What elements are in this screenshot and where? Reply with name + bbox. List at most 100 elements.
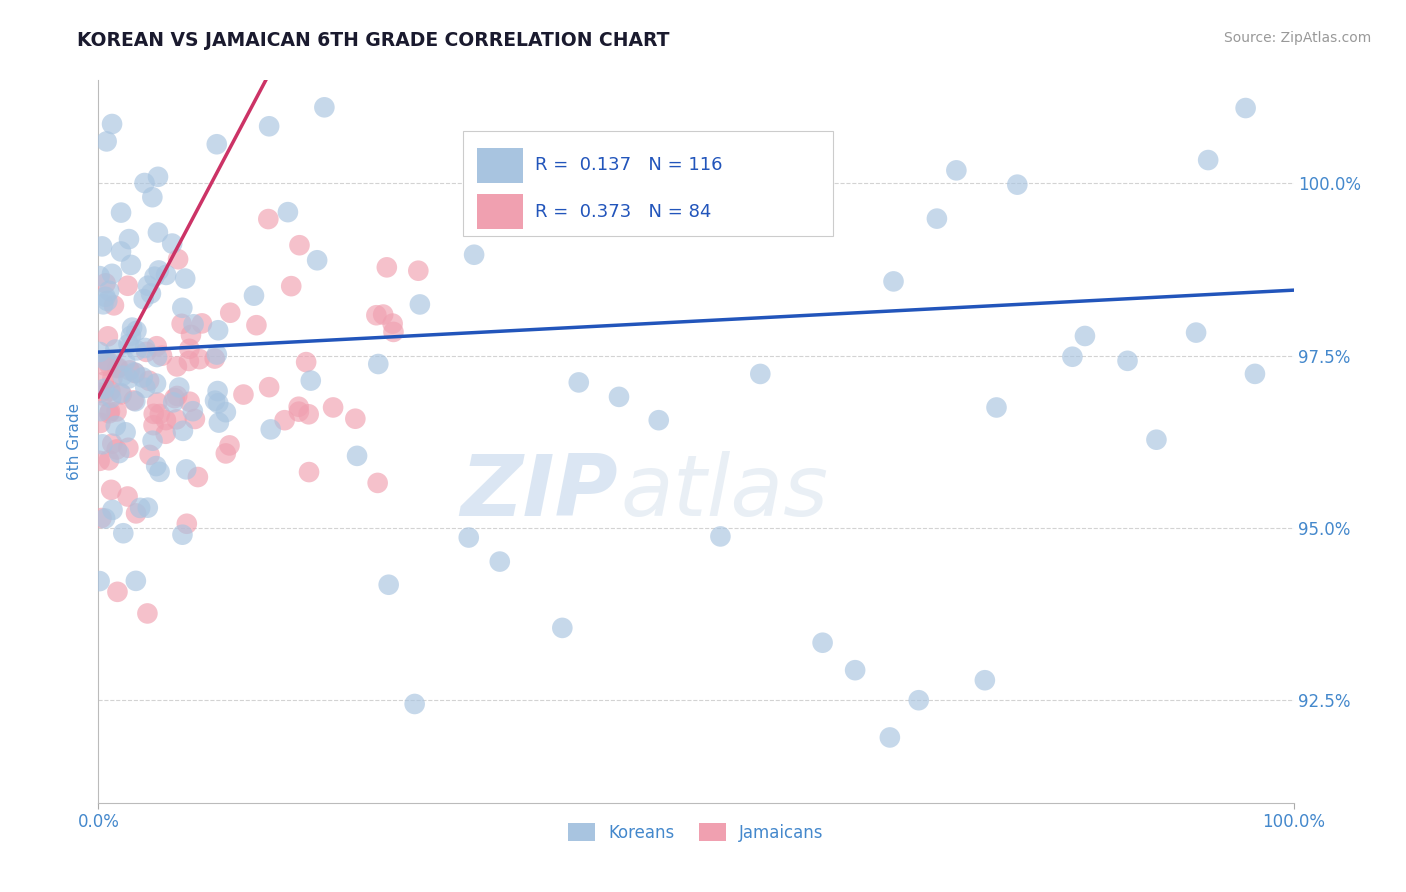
Point <box>117 441 139 455</box>
Point <box>367 475 389 490</box>
Point <box>188 352 211 367</box>
Point <box>205 347 228 361</box>
Point <box>1185 326 1208 340</box>
Y-axis label: 6th Grade: 6th Grade <box>67 403 83 480</box>
Point <box>98 404 121 418</box>
Point <box>170 317 193 331</box>
Point <box>110 386 132 401</box>
Point <box>172 424 194 438</box>
Point <box>93 375 115 389</box>
Point <box>98 406 121 420</box>
Point <box>132 370 155 384</box>
Point <box>155 413 177 427</box>
Point <box>155 426 177 441</box>
Point <box>135 344 157 359</box>
Point <box>145 459 167 474</box>
Point <box>155 268 177 282</box>
FancyBboxPatch shape <box>477 148 523 183</box>
Point <box>93 382 115 396</box>
Point <box>105 404 128 418</box>
Point <box>181 404 204 418</box>
Point <box>287 400 309 414</box>
Point <box>176 516 198 531</box>
Point <box>146 395 169 409</box>
Point <box>204 351 226 366</box>
Point <box>134 176 156 190</box>
Point <box>167 252 190 267</box>
Point <box>98 284 121 298</box>
Point <box>166 359 188 374</box>
Point <box>134 341 156 355</box>
Point <box>149 407 172 421</box>
Point <box>1062 350 1084 364</box>
Point <box>381 317 404 331</box>
Point <box>105 361 128 376</box>
Point <box>136 607 159 621</box>
Point <box>141 190 163 204</box>
Point <box>367 357 389 371</box>
Point <box>94 277 117 291</box>
Point <box>143 269 166 284</box>
Point <box>96 293 118 308</box>
Legend: Koreans, Jamaicans: Koreans, Jamaicans <box>561 817 831 848</box>
FancyBboxPatch shape <box>463 131 834 235</box>
Point <box>925 211 948 226</box>
Point <box>138 448 160 462</box>
Point <box>568 376 591 390</box>
Point <box>179 394 201 409</box>
Point <box>100 391 122 405</box>
Point <box>150 349 173 363</box>
Text: KOREAN VS JAMAICAN 6TH GRADE CORRELATION CHART: KOREAN VS JAMAICAN 6TH GRADE CORRELATION… <box>77 31 669 50</box>
Point <box>204 393 226 408</box>
Point <box>166 412 188 426</box>
Point <box>142 434 165 448</box>
Point <box>145 376 167 391</box>
Point <box>104 418 127 433</box>
Point <box>277 205 299 219</box>
Text: ZIP: ZIP <box>461 450 619 533</box>
Point <box>120 258 142 272</box>
Point <box>125 507 148 521</box>
Point <box>215 405 238 419</box>
Point <box>98 358 121 372</box>
Point <box>134 381 156 395</box>
Point <box>273 413 295 427</box>
Point <box>125 324 148 338</box>
Point <box>118 363 141 377</box>
Point <box>117 371 139 385</box>
Point <box>298 407 321 421</box>
Point <box>90 511 112 525</box>
Point <box>112 526 135 541</box>
Point <box>101 371 124 385</box>
Point <box>1234 101 1257 115</box>
Point <box>207 396 229 410</box>
Point <box>125 574 148 588</box>
Point <box>122 393 145 408</box>
Point <box>107 584 129 599</box>
Point <box>160 236 183 251</box>
Point <box>148 465 170 479</box>
Point <box>1116 354 1139 368</box>
Point <box>101 436 124 450</box>
Point <box>100 483 122 497</box>
Point <box>96 135 118 149</box>
Point <box>208 416 231 430</box>
Point <box>218 438 240 452</box>
Text: R =  0.137   N = 116: R = 0.137 N = 116 <box>534 156 723 175</box>
Point <box>91 239 114 253</box>
Point <box>94 511 117 525</box>
Point <box>89 574 111 588</box>
Point <box>89 404 111 418</box>
Point <box>298 465 321 479</box>
Point <box>89 385 111 400</box>
Point <box>607 390 630 404</box>
Point <box>375 260 398 275</box>
Point <box>138 374 160 388</box>
Point <box>146 169 169 184</box>
Text: R =  0.373   N = 84: R = 0.373 N = 84 <box>534 202 711 220</box>
Point <box>162 395 184 409</box>
Point <box>111 387 134 401</box>
Point <box>709 529 731 543</box>
Point <box>409 297 432 311</box>
Point <box>94 359 117 373</box>
